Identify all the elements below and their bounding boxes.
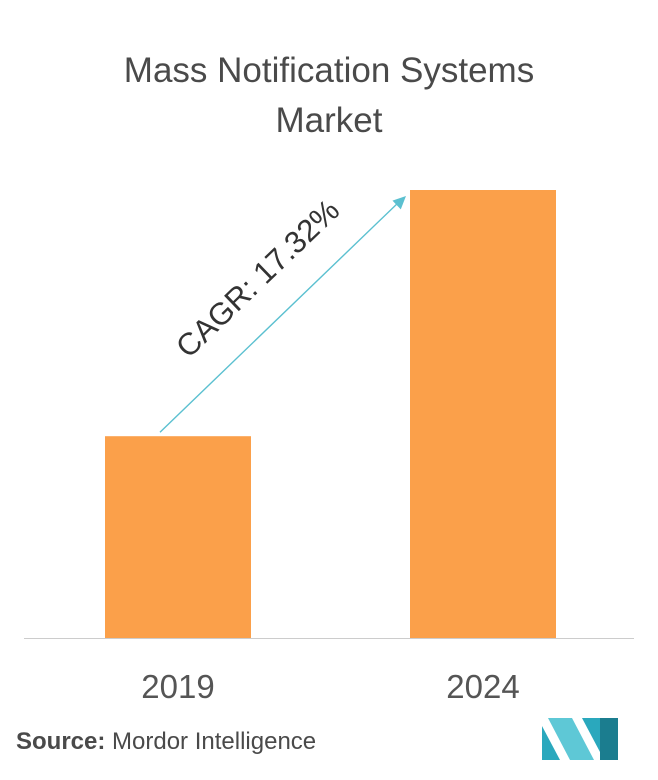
x-tick-label-2019: 2019 (141, 668, 214, 705)
bar-2024 (410, 190, 556, 638)
x-tick-label-2024: 2024 (446, 668, 519, 705)
logo-shape-right (600, 718, 618, 760)
cagr-arrowhead (392, 196, 406, 209)
bar-2019 (105, 436, 251, 638)
source-note: Source: Mordor Intelligence (16, 728, 316, 756)
source-label: Source: (16, 728, 105, 755)
mordor-intelligence-logo (542, 718, 618, 760)
source-text: Mordor Intelligence (112, 728, 316, 755)
